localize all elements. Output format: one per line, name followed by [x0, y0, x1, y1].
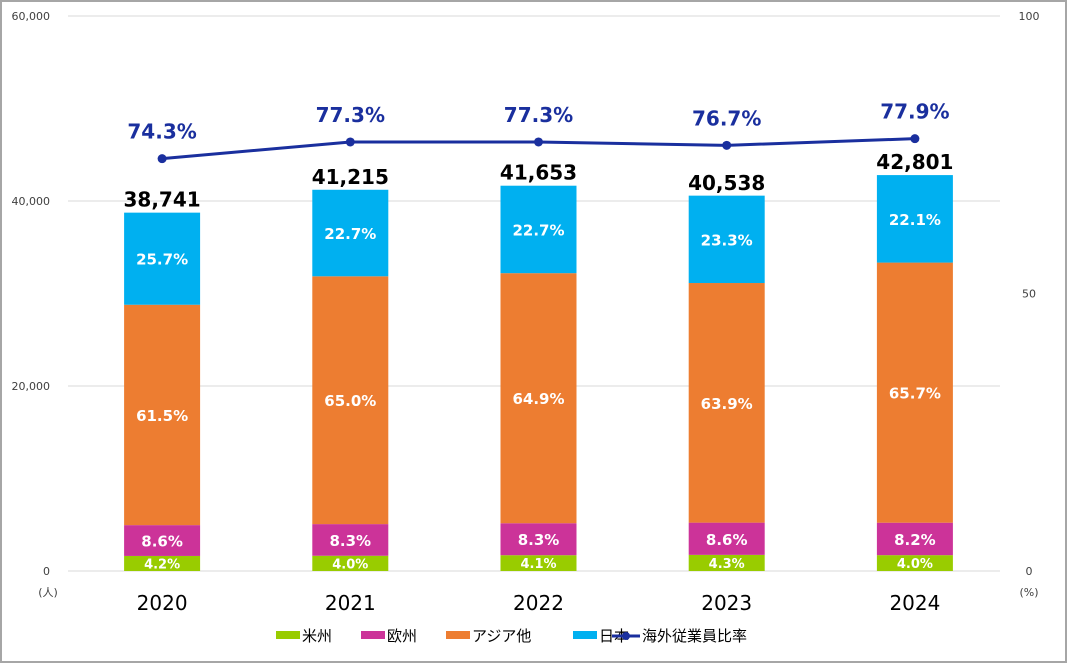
- overseas-ratio-line: 74.3% 77.3% 77.3% 76.7% 77.9%: [127, 100, 950, 164]
- segment-label: 25.7%: [136, 251, 188, 269]
- bar-segment-asia-other: [876, 262, 953, 523]
- x-category-label: 2023: [701, 591, 752, 615]
- segment-label: 61.5%: [136, 407, 188, 425]
- legend-line-marker: [622, 632, 630, 640]
- bar-segment-americas: [124, 555, 201, 571]
- left-tick-label: 0: [43, 565, 50, 578]
- bars: 4.2% 8.6% 61.5% 25.7% 38,741 4.0% 8.3% 65.0% 22.…: [124, 150, 954, 572]
- segment-label: 22.7%: [324, 225, 376, 243]
- total-label: 41,653: [500, 161, 577, 185]
- x-category-label: 2022: [513, 591, 564, 615]
- legend: 米州 欧州 アジア他 日本 海外従業員比率: [276, 627, 747, 645]
- legend-swatch: [573, 631, 597, 639]
- segment-label: 65.0%: [324, 392, 376, 410]
- ratio-point: [345, 137, 355, 147]
- left-tick-label: 20,000: [12, 380, 51, 393]
- legend-label: 欧州: [387, 627, 417, 645]
- legend-label: 米州: [302, 627, 332, 645]
- total-label: 41,215: [312, 165, 389, 189]
- bar-segment-asia-other: [688, 283, 765, 523]
- bar-segment-europe: [500, 523, 577, 556]
- legend-label: 海外従業員比率: [642, 627, 747, 645]
- segment-label: 8.3%: [329, 532, 371, 550]
- segment-label: 63.9%: [701, 395, 753, 413]
- bar-segment-japan: [124, 212, 201, 305]
- legend-swatch: [276, 631, 300, 639]
- segment-label: 8.6%: [141, 533, 183, 551]
- ratio-point: [157, 154, 167, 164]
- segment-label: 8.6%: [706, 531, 748, 549]
- x-axis: 2020 2021 2022 2023 2024: [137, 591, 941, 615]
- segment-label: 4.0%: [332, 557, 368, 572]
- bar-segment-asia-other: [124, 304, 201, 526]
- right-tick-label: 50: [1022, 288, 1036, 301]
- right-axis-unit: (%): [1019, 586, 1038, 599]
- right-axis: 0 50 100 (%): [1019, 10, 1040, 599]
- left-tick-label: 60,000: [12, 10, 51, 23]
- bar-segment-americas: [312, 555, 389, 571]
- segment-label: 4.1%: [520, 557, 556, 572]
- bar-segment-japan: [500, 185, 577, 274]
- segment-label: 4.0%: [897, 557, 933, 572]
- segment-label: 8.3%: [518, 531, 560, 549]
- left-axis-unit: (人): [38, 586, 58, 599]
- left-axis: 0 20,000 40,000 60,000 (人): [12, 10, 58, 599]
- ratio-point: [722, 140, 732, 150]
- total-label: 42,801: [876, 150, 953, 174]
- segment-label: 22.7%: [512, 221, 564, 239]
- segment-label: 8.2%: [894, 531, 936, 549]
- ratio-label: 77.3%: [316, 103, 385, 127]
- legend-swatch: [361, 631, 385, 639]
- x-category-label: 2024: [889, 591, 940, 615]
- bar-segment-europe: [688, 522, 765, 555]
- bar-segment-americas: [500, 555, 577, 571]
- ratio-label: 77.9%: [880, 100, 949, 124]
- bar-segment-americas: [688, 554, 765, 571]
- legend-swatch: [446, 631, 470, 639]
- right-tick-label: 0: [1026, 565, 1033, 578]
- total-label: 38,741: [124, 188, 201, 212]
- ratio-point: [534, 137, 543, 147]
- ratio-label: 74.3%: [127, 120, 196, 144]
- segment-label: 22.1%: [889, 211, 941, 229]
- total-label: 40,538: [688, 171, 765, 195]
- left-tick-label: 40,000: [12, 195, 51, 208]
- bar-segment-asia-other: [312, 276, 389, 525]
- x-category-label: 2021: [325, 591, 376, 615]
- bar-segment-europe: [312, 524, 389, 556]
- x-category-label: 2020: [137, 591, 188, 615]
- bar-segment-japan: [688, 195, 765, 284]
- right-tick-label: 100: [1019, 10, 1040, 23]
- ratio-point: [910, 134, 920, 144]
- segment-label: 64.9%: [512, 390, 564, 408]
- ratio-label: 77.3%: [504, 103, 573, 127]
- legend-label: アジア他: [472, 627, 531, 645]
- bar-segment-japan: [876, 175, 953, 263]
- bar-segment-asia-other: [500, 273, 577, 524]
- bar-segment-americas: [876, 555, 953, 571]
- bar-segment-japan: [312, 189, 389, 277]
- bar-segment-europe: [124, 525, 201, 556]
- bar-segment-europe: [876, 522, 953, 556]
- segment-label: 4.3%: [709, 557, 745, 572]
- segment-label: 4.2%: [144, 557, 180, 572]
- segment-label: 23.3%: [701, 231, 753, 249]
- segment-label: 65.7%: [889, 385, 941, 403]
- ratio-label: 76.7%: [692, 106, 761, 130]
